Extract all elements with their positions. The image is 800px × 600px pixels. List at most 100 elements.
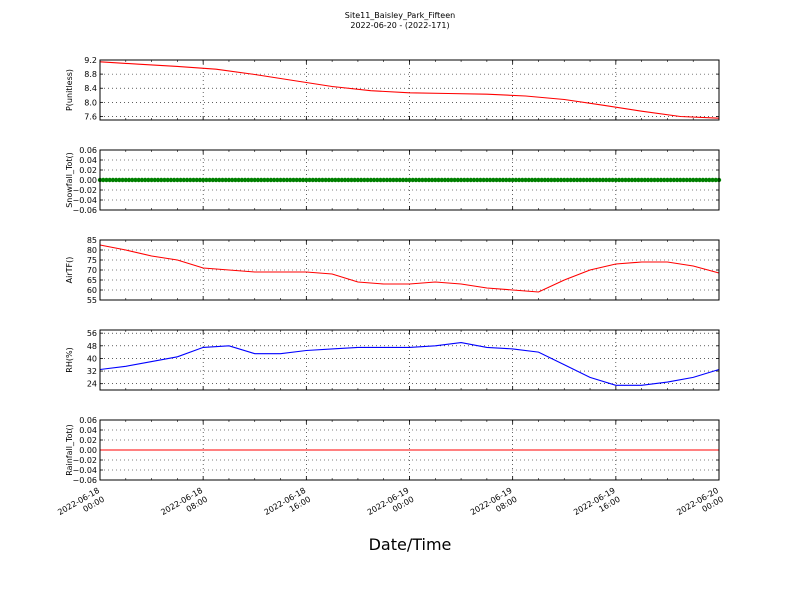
data-point	[246, 177, 251, 183]
data-point	[365, 177, 370, 183]
y-tick-label: 70	[87, 266, 97, 275]
data-point	[529, 177, 535, 183]
data-point	[281, 177, 286, 183]
data-point	[184, 177, 190, 183]
data-point	[258, 177, 264, 183]
data-point	[117, 177, 122, 183]
data-point	[449, 177, 454, 183]
data-point	[113, 177, 119, 183]
data-point	[288, 177, 293, 183]
data-point	[562, 177, 567, 183]
data-point	[458, 177, 464, 183]
data-point	[442, 177, 448, 183]
data-point	[610, 177, 615, 183]
y-tick-label: 85	[87, 236, 97, 245]
data-point	[175, 177, 180, 183]
data-point	[375, 177, 380, 183]
data-point	[407, 177, 412, 183]
data-point	[510, 177, 515, 183]
data-point	[242, 177, 248, 183]
data-point	[391, 177, 396, 183]
data-point	[252, 177, 257, 183]
data-point	[123, 177, 128, 183]
data-point	[433, 177, 438, 183]
data-point	[101, 177, 106, 183]
chart-title-line1: Site11_Baisley_Park_Fifteen	[345, 11, 455, 20]
data-point	[452, 177, 457, 183]
data-point	[513, 177, 519, 183]
data-point	[104, 177, 109, 183]
panel-1: 9.2 8.8 8.4 8.0 7.6 P(unitless)	[65, 56, 720, 121]
panel-5: 0.060.040.020.00−0.02−0.04−0.06Rainfall_…	[65, 416, 720, 485]
data-point	[445, 177, 451, 183]
data-point	[468, 177, 473, 183]
data-point	[500, 177, 506, 183]
y-tick-label: 8.8	[84, 70, 97, 79]
data-point	[152, 177, 158, 183]
data-point	[320, 177, 325, 183]
data-point	[465, 177, 470, 183]
data-point	[200, 177, 206, 183]
data-point	[136, 177, 141, 183]
y-tick-label: −0.04	[72, 196, 97, 205]
y-tick-label: 9.2	[84, 56, 97, 65]
data-point	[626, 177, 631, 183]
data-point	[539, 177, 544, 183]
panel-frame	[99, 59, 720, 121]
data-point	[591, 177, 596, 183]
y-tick-label: 56	[87, 329, 97, 338]
data-point	[439, 177, 444, 183]
data-point	[110, 177, 116, 183]
data-point	[497, 177, 502, 183]
data-point	[239, 177, 245, 183]
data-point	[387, 177, 393, 183]
data-point	[533, 177, 538, 183]
y-axis-label: RH(%)	[65, 347, 74, 372]
data-point	[204, 177, 209, 183]
y-tick-label: −0.04	[72, 466, 97, 475]
data-point	[639, 177, 644, 183]
data-point	[255, 177, 261, 183]
data-point	[694, 177, 699, 183]
data-point	[523, 177, 528, 183]
y-tick-label: −0.06	[72, 476, 97, 485]
panel-frame	[99, 419, 720, 481]
data-point	[684, 177, 689, 183]
data-point	[665, 177, 670, 183]
data-point	[139, 177, 145, 183]
data-point	[629, 177, 635, 183]
y-tick-label: 0.00	[79, 446, 97, 455]
data-point	[423, 177, 428, 183]
data-point	[333, 177, 338, 183]
y-tick-label: 75	[87, 256, 97, 265]
data-point	[481, 177, 486, 183]
data-point	[536, 177, 541, 183]
data-point	[326, 177, 332, 183]
data-point	[504, 177, 509, 183]
data-point	[207, 177, 212, 183]
data-point	[455, 177, 461, 183]
data-point	[275, 177, 280, 183]
data-point	[671, 177, 677, 183]
data-point	[436, 177, 441, 183]
data-point	[271, 177, 277, 183]
data-point	[555, 177, 561, 183]
data-point	[368, 177, 374, 183]
data-point	[410, 177, 415, 183]
data-point	[413, 177, 419, 183]
data-point	[607, 177, 612, 183]
data-point	[339, 177, 344, 183]
data-point	[507, 177, 512, 183]
data-point	[565, 177, 570, 183]
series-line	[99, 342, 720, 386]
data-point	[700, 177, 706, 183]
data-point	[384, 177, 390, 183]
data-point	[352, 177, 357, 183]
data-point	[191, 177, 196, 183]
x-tick-label: 2022-06-1816:00	[263, 486, 313, 526]
data-point	[194, 177, 199, 183]
data-point	[171, 177, 177, 183]
data-point	[404, 177, 409, 183]
data-point	[710, 177, 715, 183]
